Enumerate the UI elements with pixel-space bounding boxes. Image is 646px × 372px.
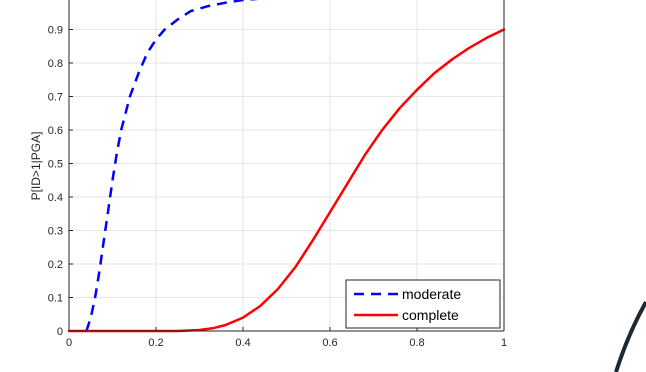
x-tick-label: 0.4 [235,337,250,349]
x-tick-label: 0.6 [322,337,337,349]
y-tick-label: 0 [57,326,63,338]
legend: moderate complete [345,279,501,329]
legend-label-complete: complete [402,307,459,323]
legend-box [345,279,501,329]
x-tick-label: 1 [501,337,507,349]
series-line-moderate [85,0,260,332]
y-tick-label: 0.3 [48,226,63,238]
legend-label-moderate: moderate [402,286,461,302]
y-tick-label: 0.4 [48,192,63,204]
y-tick-label: 0.5 [48,159,63,171]
x-tick-label: 0.8 [409,337,424,349]
y-tick-label: 0.1 [48,293,63,305]
y-tick-label: 0.6 [48,125,63,137]
x-tick-label: 0.2 [148,337,163,349]
x-tick-label: 0 [66,337,72,349]
y-tick-label: 0.8 [48,58,63,70]
y-tick-label: 0.9 [48,25,63,37]
y-axis-label: P[ID>1|PGA] [29,132,43,201]
y-tick-label: 0.2 [48,259,63,271]
series-line-complete [67,28,506,333]
series-group [67,0,506,333]
y-tick-label: 0.7 [48,92,63,104]
axes: 0 0.2 0.4 0.6 0.8 1 0 0.1 0.2 0.3 0.4 0.5 0.6 0.7 0.8 0… [29,0,507,349]
